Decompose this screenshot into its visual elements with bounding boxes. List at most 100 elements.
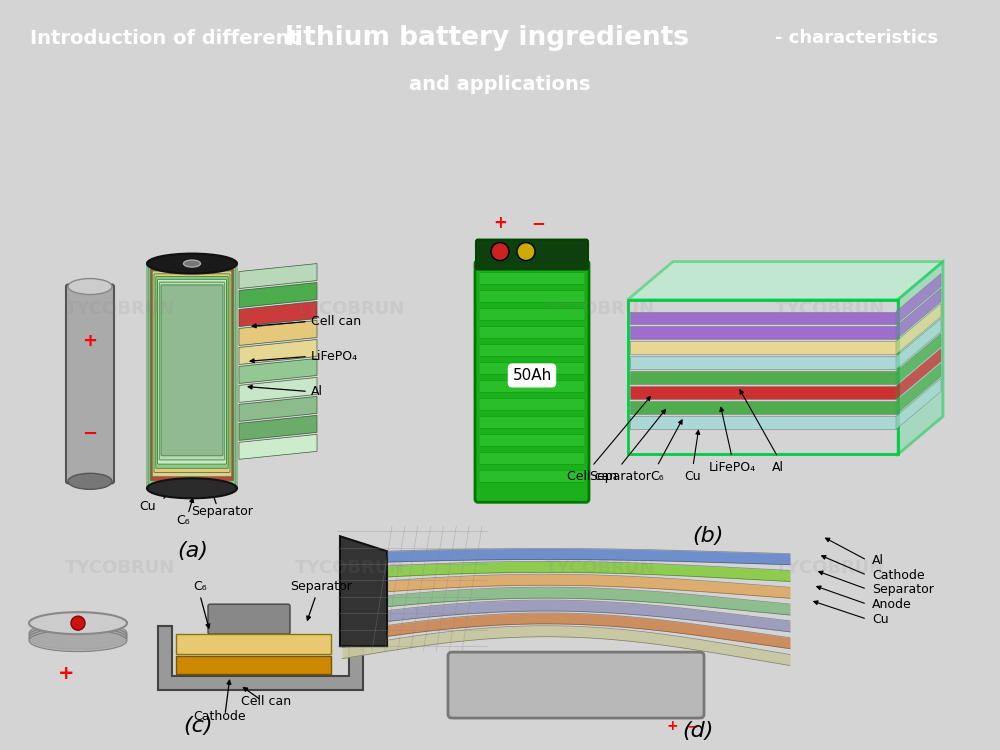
- FancyBboxPatch shape: [479, 470, 585, 482]
- Polygon shape: [239, 434, 317, 459]
- FancyBboxPatch shape: [479, 380, 585, 392]
- Polygon shape: [898, 262, 943, 454]
- Polygon shape: [630, 326, 896, 340]
- Polygon shape: [239, 283, 317, 308]
- FancyBboxPatch shape: [479, 362, 585, 374]
- Text: Introduction of different: Introduction of different: [30, 28, 306, 47]
- Text: TYCOBRUN: TYCOBRUN: [295, 560, 405, 578]
- Text: −: −: [82, 425, 98, 443]
- Text: Al: Al: [872, 554, 884, 567]
- Text: TYCOBRUN: TYCOBRUN: [295, 299, 405, 317]
- Polygon shape: [239, 340, 317, 364]
- FancyBboxPatch shape: [147, 262, 237, 489]
- FancyBboxPatch shape: [476, 239, 588, 269]
- FancyBboxPatch shape: [150, 268, 234, 481]
- FancyBboxPatch shape: [479, 344, 585, 356]
- Text: Cell can: Cell can: [311, 315, 361, 328]
- FancyBboxPatch shape: [479, 434, 585, 446]
- FancyBboxPatch shape: [479, 416, 585, 428]
- Text: (b): (b): [692, 526, 724, 546]
- Text: Cu: Cu: [685, 470, 701, 483]
- Polygon shape: [896, 379, 941, 429]
- Text: +: +: [493, 214, 507, 232]
- Text: Cu: Cu: [140, 500, 156, 513]
- Text: Cell can: Cell can: [241, 695, 291, 708]
- Text: Cathode: Cathode: [194, 710, 246, 723]
- Text: Al: Al: [311, 385, 323, 398]
- Text: TYCOBRUN: TYCOBRUN: [775, 560, 885, 578]
- Text: TYCOBRUN: TYCOBRUN: [545, 560, 655, 578]
- Polygon shape: [630, 386, 896, 400]
- Text: Separator: Separator: [290, 580, 352, 593]
- Bar: [176, 634, 331, 654]
- Text: C₆: C₆: [193, 580, 207, 593]
- Ellipse shape: [29, 627, 127, 649]
- FancyBboxPatch shape: [154, 274, 230, 472]
- Text: Separator: Separator: [191, 505, 253, 518]
- Text: +: +: [666, 719, 678, 733]
- FancyBboxPatch shape: [479, 308, 585, 320]
- Ellipse shape: [29, 630, 127, 652]
- FancyBboxPatch shape: [208, 604, 290, 634]
- Ellipse shape: [147, 254, 237, 274]
- Polygon shape: [630, 341, 896, 355]
- Text: Cell can: Cell can: [567, 470, 617, 483]
- Polygon shape: [896, 289, 941, 340]
- Circle shape: [491, 242, 509, 260]
- FancyBboxPatch shape: [161, 285, 223, 456]
- Text: Cathode: Cathode: [872, 568, 925, 582]
- Polygon shape: [896, 274, 941, 325]
- Polygon shape: [239, 416, 317, 440]
- Ellipse shape: [147, 478, 237, 498]
- Ellipse shape: [29, 622, 127, 644]
- Polygon shape: [239, 320, 317, 346]
- Text: TYCOBRUN: TYCOBRUN: [545, 299, 655, 317]
- Text: and applications: and applications: [409, 75, 591, 94]
- Text: Anode: Anode: [872, 598, 912, 610]
- Text: TYCOBRUN: TYCOBRUN: [65, 560, 175, 578]
- Text: Separator: Separator: [872, 583, 934, 596]
- FancyBboxPatch shape: [156, 277, 228, 468]
- FancyBboxPatch shape: [479, 452, 585, 464]
- Polygon shape: [896, 349, 941, 400]
- Text: Al: Al: [772, 461, 784, 474]
- Text: +: +: [58, 664, 74, 682]
- Text: lithium battery ingredients: lithium battery ingredients: [285, 25, 689, 51]
- Ellipse shape: [68, 278, 112, 295]
- Polygon shape: [630, 371, 896, 385]
- Ellipse shape: [29, 625, 127, 646]
- FancyBboxPatch shape: [159, 282, 225, 460]
- Polygon shape: [239, 397, 317, 422]
- Text: LiFePO₄: LiFePO₄: [311, 350, 358, 363]
- Polygon shape: [158, 626, 363, 690]
- Polygon shape: [239, 263, 317, 289]
- Text: −: −: [531, 214, 545, 232]
- Text: TYCOBRUN: TYCOBRUN: [65, 299, 175, 317]
- Polygon shape: [896, 364, 941, 415]
- Polygon shape: [239, 377, 317, 403]
- FancyBboxPatch shape: [66, 284, 114, 483]
- Text: LiFePO₄: LiFePO₄: [708, 461, 756, 474]
- Polygon shape: [630, 311, 896, 325]
- Text: Cu: Cu: [872, 613, 889, 626]
- Polygon shape: [239, 358, 317, 383]
- Text: Separator: Separator: [589, 470, 651, 483]
- Text: C₆: C₆: [176, 514, 190, 526]
- Polygon shape: [628, 262, 943, 299]
- Polygon shape: [630, 416, 896, 429]
- FancyBboxPatch shape: [158, 279, 226, 464]
- FancyBboxPatch shape: [152, 271, 232, 477]
- Ellipse shape: [184, 260, 200, 267]
- Text: +: +: [82, 332, 98, 350]
- Ellipse shape: [68, 473, 112, 489]
- Circle shape: [71, 616, 85, 630]
- Bar: [176, 656, 331, 674]
- Ellipse shape: [29, 612, 127, 634]
- Polygon shape: [239, 302, 317, 326]
- FancyBboxPatch shape: [149, 266, 235, 485]
- Polygon shape: [630, 401, 896, 415]
- Polygon shape: [896, 304, 941, 355]
- FancyBboxPatch shape: [479, 290, 585, 302]
- FancyBboxPatch shape: [448, 652, 704, 718]
- Text: C₆: C₆: [650, 470, 664, 483]
